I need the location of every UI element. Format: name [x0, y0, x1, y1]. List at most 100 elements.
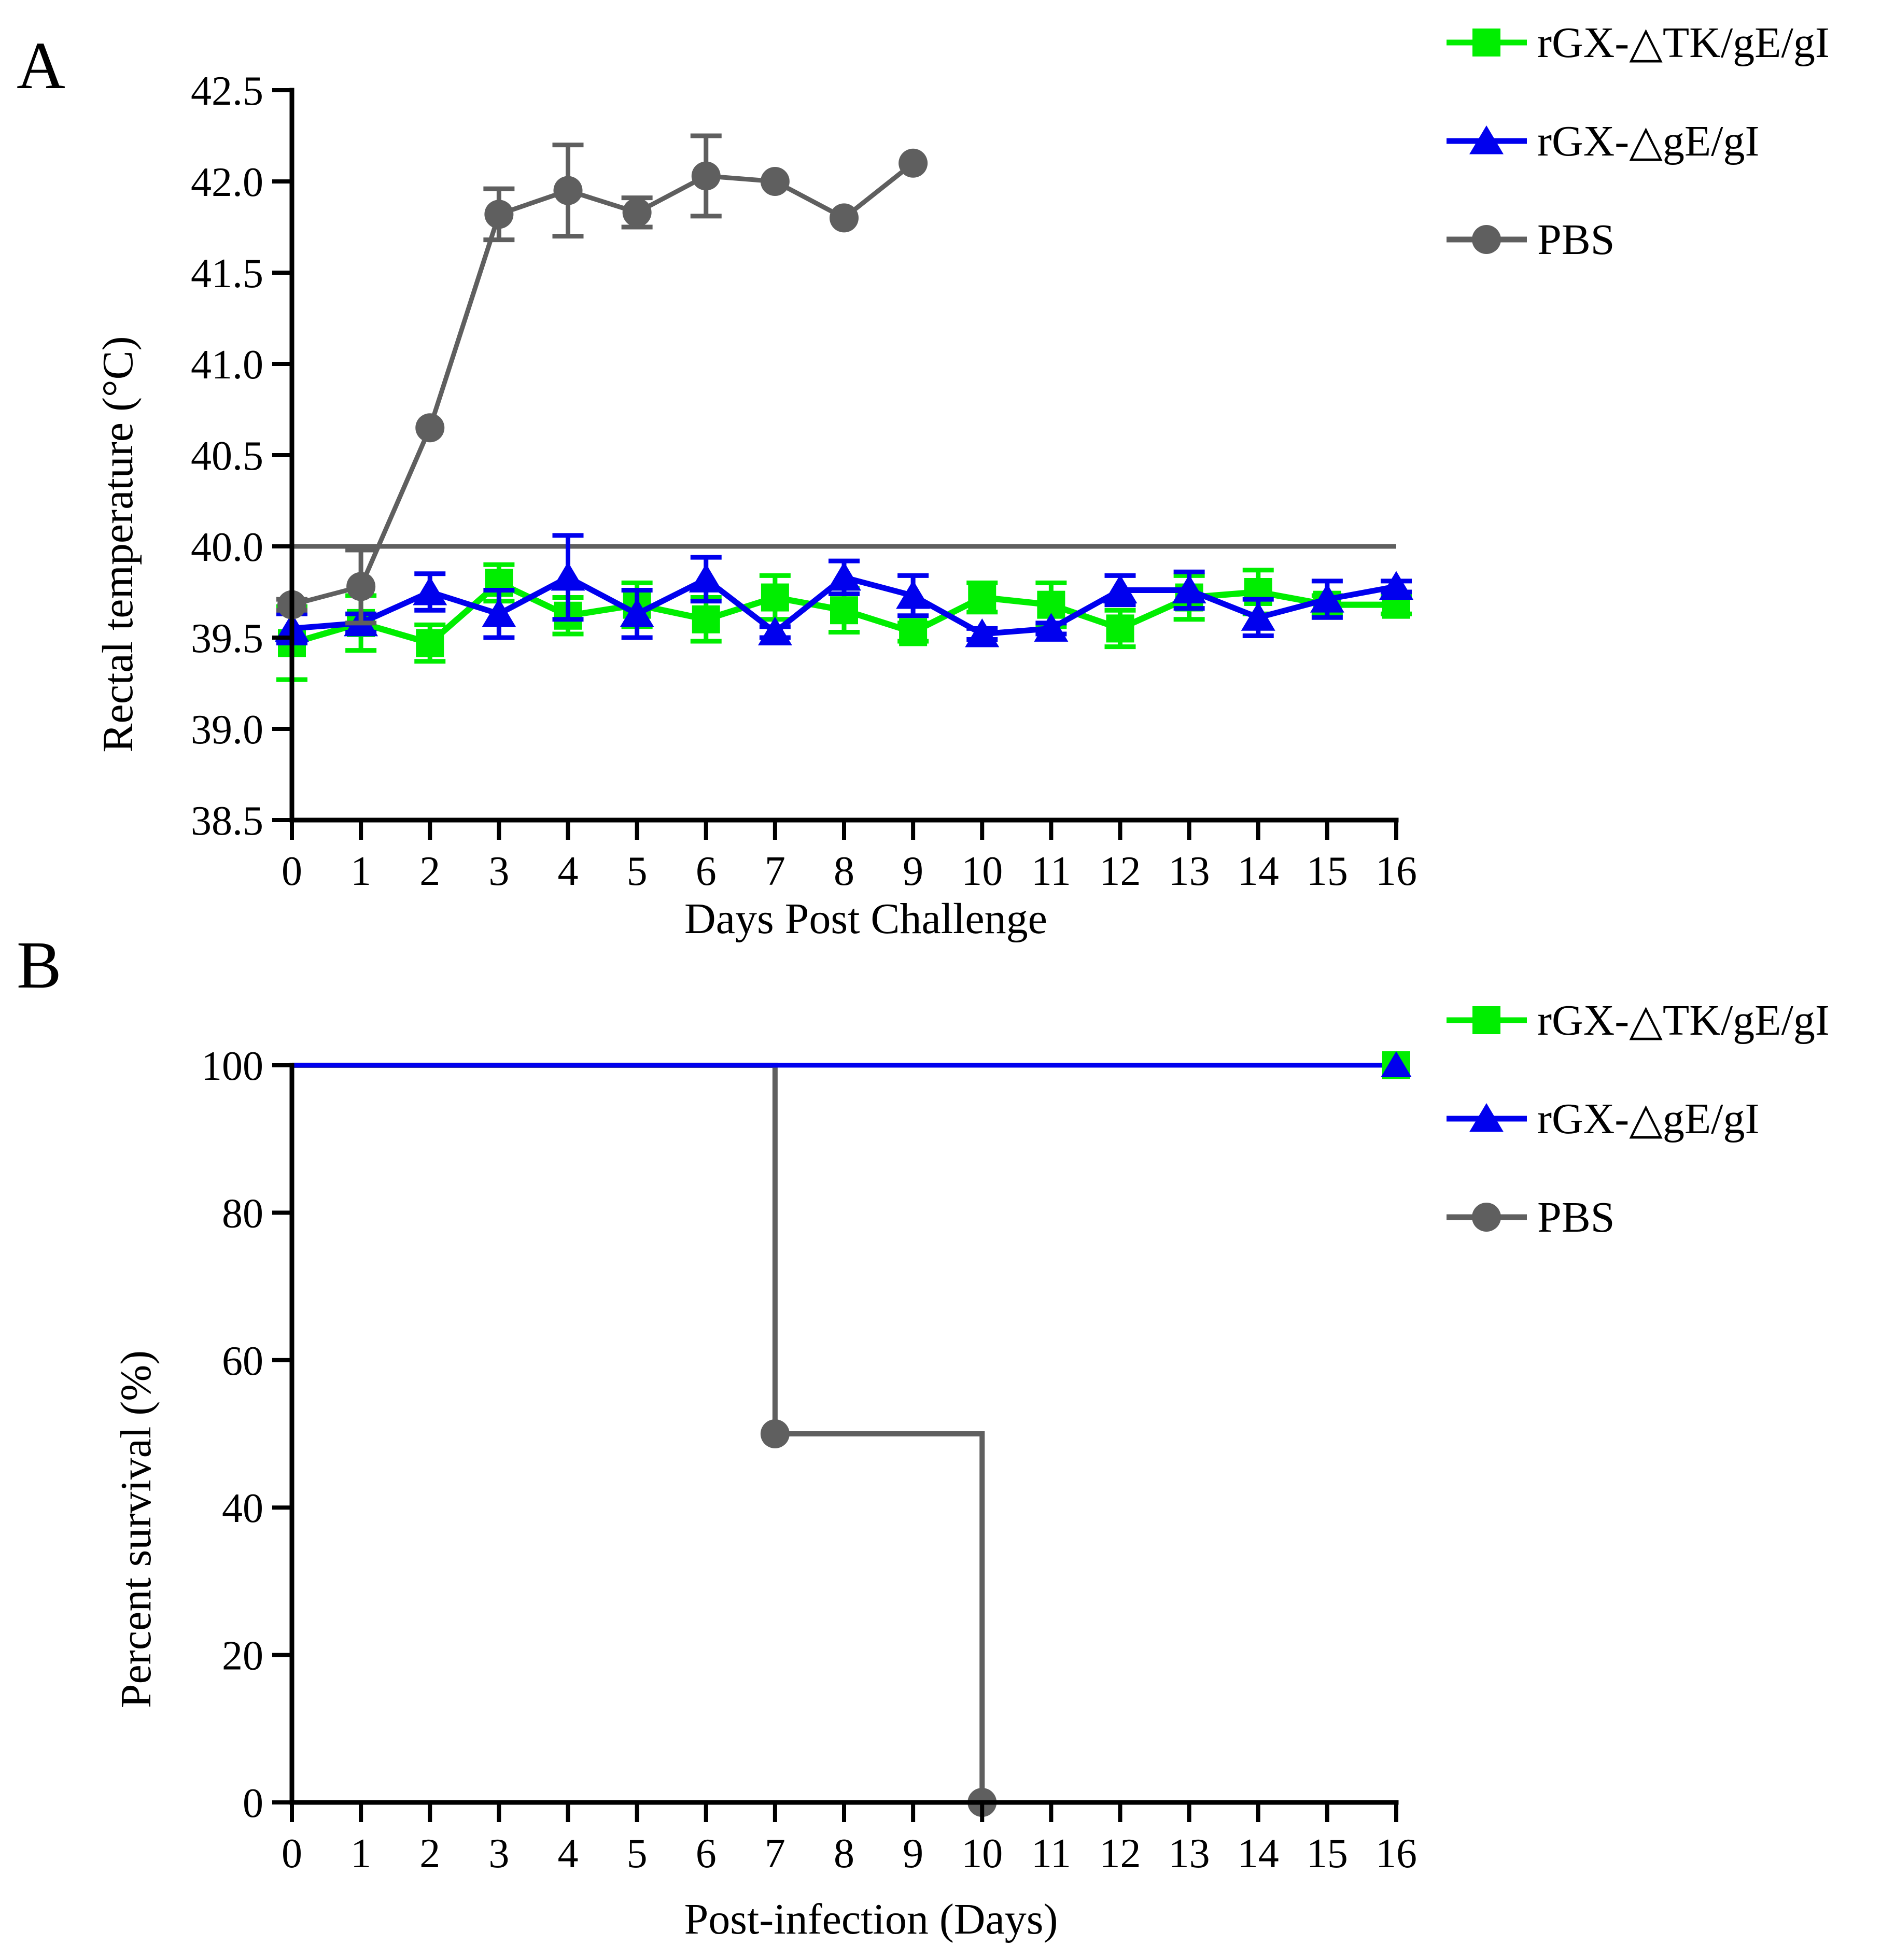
panel-b-x-tick-label: 1 [350, 1831, 371, 1877]
panel-b-label: B [17, 928, 62, 1003]
data-point-triangle [1310, 584, 1344, 613]
data-point-square [1106, 614, 1134, 643]
panel-b-x-tick-label: 9 [903, 1831, 923, 1877]
panel-a-x-axis-label: Days Post Challenge [684, 895, 1047, 943]
data-point-triangle [689, 563, 723, 593]
data-point-triangle [1241, 602, 1275, 631]
panel-a-x-tick-label: 0 [282, 849, 302, 894]
panel-b-x-tick-label: 3 [488, 1831, 509, 1877]
data-point-square [416, 629, 444, 657]
legend-square-icon [1472, 29, 1500, 57]
panel-a-x-tick-label: 14 [1238, 849, 1279, 894]
panel-b-x-tick-label: 16 [1375, 1831, 1417, 1877]
data-point-triangle [1034, 613, 1069, 642]
legend-circle-icon [1472, 1203, 1501, 1232]
data-point-circle [899, 148, 928, 178]
panel-a-x-tick-label: 10 [961, 849, 1003, 894]
panel-b-x-tick-label: 7 [765, 1831, 785, 1877]
panel-a-x-tick-label: 3 [488, 849, 509, 894]
panel-a-label: A [17, 29, 65, 103]
panel-b-x-tick-label: 12 [1100, 1831, 1141, 1877]
panel-b-y-tick-label: 20 [222, 1633, 263, 1679]
data-point-circle [830, 203, 859, 233]
data-point-triangle [965, 618, 1000, 647]
panel-a-y-axis-label: Rectal temperature (°C) [94, 336, 142, 752]
data-point-triangle [827, 561, 861, 591]
data-point-circle [553, 176, 583, 205]
panel-a-x-tick-label: 9 [903, 849, 923, 894]
data-point-circle [760, 167, 790, 196]
legend-circle-icon [1472, 225, 1501, 254]
legend-label: PBS [1537, 216, 1615, 264]
data-point-circle [691, 161, 721, 191]
data-point-triangle [757, 616, 792, 645]
data-point-square [899, 618, 928, 646]
panel-b-y-tick-label: 100 [201, 1044, 263, 1089]
panel-b-y-tick-label: 80 [222, 1191, 263, 1236]
panel-a-x-tick-label: 6 [696, 849, 717, 894]
panel-b-x-tick-label: 10 [961, 1831, 1003, 1877]
panel-a-x-tick-label: 16 [1375, 849, 1417, 894]
panel-a-legend: rGX-△TK/gE/gI rGX-△gE/gI PBS [1447, 19, 1830, 264]
data-point-square [761, 583, 789, 612]
series-line-circle [291, 161, 915, 607]
survival-line-circle [292, 1063, 985, 1802]
panel-b-y-axis-label: Percent survival (%) [112, 1350, 160, 1708]
panel-b-x-tick-label: 13 [1169, 1831, 1210, 1877]
panel-a: A 0 1 2 3 4 5 6 7 8 9 10 11 12 13 14 15 1638.539.039.540… [17, 19, 1830, 943]
data-point-square [692, 605, 720, 633]
panel-a-x-tick-label: 5 [627, 849, 648, 894]
panel-b-legend: rGX-△TK/gE/gI rGX-△gE/gI PBS [1447, 996, 1830, 1242]
legend-label: rGX-△TK/gE/gI [1537, 996, 1830, 1045]
survival-point-circle [760, 1419, 790, 1448]
panel-a-y-tick-label: 41.5 [191, 251, 263, 297]
panel-b-x-tick-label: 0 [282, 1831, 302, 1877]
panel-a-y-tick-label: 41.0 [191, 342, 263, 388]
legend-triangle-icon [1469, 125, 1504, 154]
data-point-square [968, 583, 996, 612]
survival-point-triangle [1381, 1051, 1412, 1077]
legend-label: rGX-△TK/gE/gI [1537, 19, 1830, 67]
legend-square-icon [1472, 1006, 1500, 1034]
panel-b-x-tick-label: 8 [834, 1831, 854, 1877]
panel-a-y-tick-label: 40.5 [191, 433, 263, 479]
data-point-triangle [482, 598, 516, 627]
legend-label: rGX-△gE/gI [1537, 1095, 1760, 1143]
legend-label: PBS [1537, 1193, 1615, 1242]
panel-a-y-tick-label: 42.0 [191, 160, 263, 205]
panel-b-x-tick-label: 5 [627, 1831, 648, 1877]
panel-a-series [275, 133, 1413, 682]
panel-a-y-tick-label: 39.0 [191, 707, 263, 753]
legend-triangle-icon [1469, 1103, 1504, 1132]
legend-label: rGX-△gE/gI [1537, 117, 1760, 165]
panel-b-y-tick-label: 40 [222, 1486, 263, 1531]
data-point-triangle [1103, 574, 1138, 603]
panel-a-x-tick-label: 1 [350, 849, 371, 894]
panel-b-y-tick-label: 60 [222, 1338, 263, 1384]
data-point-triangle [1172, 574, 1206, 603]
panel-b-x-tick-label: 15 [1307, 1831, 1348, 1877]
panel-b-x-axis-label: Post-infection (Days) [684, 1895, 1058, 1943]
panel-a-axes: 0 1 2 3 4 5 6 7 8 9 10 11 12 13 14 15 1638.539.039.540.0… [191, 68, 1417, 894]
panel-a-x-tick-label: 12 [1100, 849, 1141, 894]
data-point-square [830, 596, 858, 625]
panel-a-x-tick-label: 11 [1031, 849, 1071, 894]
panel-b-x-tick-label: 6 [696, 1831, 717, 1877]
panel-a-x-tick-label: 13 [1169, 849, 1210, 894]
panel-b-x-tick-label: 11 [1031, 1831, 1071, 1877]
panel-b-x-tick-label: 4 [558, 1831, 579, 1877]
panel-b-series [292, 1051, 1412, 1817]
data-point-triangle [413, 576, 447, 605]
panel-a-x-tick-label: 15 [1307, 849, 1348, 894]
data-point-triangle [551, 561, 585, 591]
panel-a-x-tick-label: 2 [419, 849, 440, 894]
data-point-circle [346, 572, 376, 601]
data-point-circle [484, 200, 514, 229]
data-point-triangle [1379, 571, 1413, 600]
data-point-triangle [896, 580, 931, 609]
data-point-circle [415, 413, 445, 443]
data-point-triangle [620, 598, 654, 627]
panel-a-y-tick-label: 40.0 [191, 525, 263, 570]
